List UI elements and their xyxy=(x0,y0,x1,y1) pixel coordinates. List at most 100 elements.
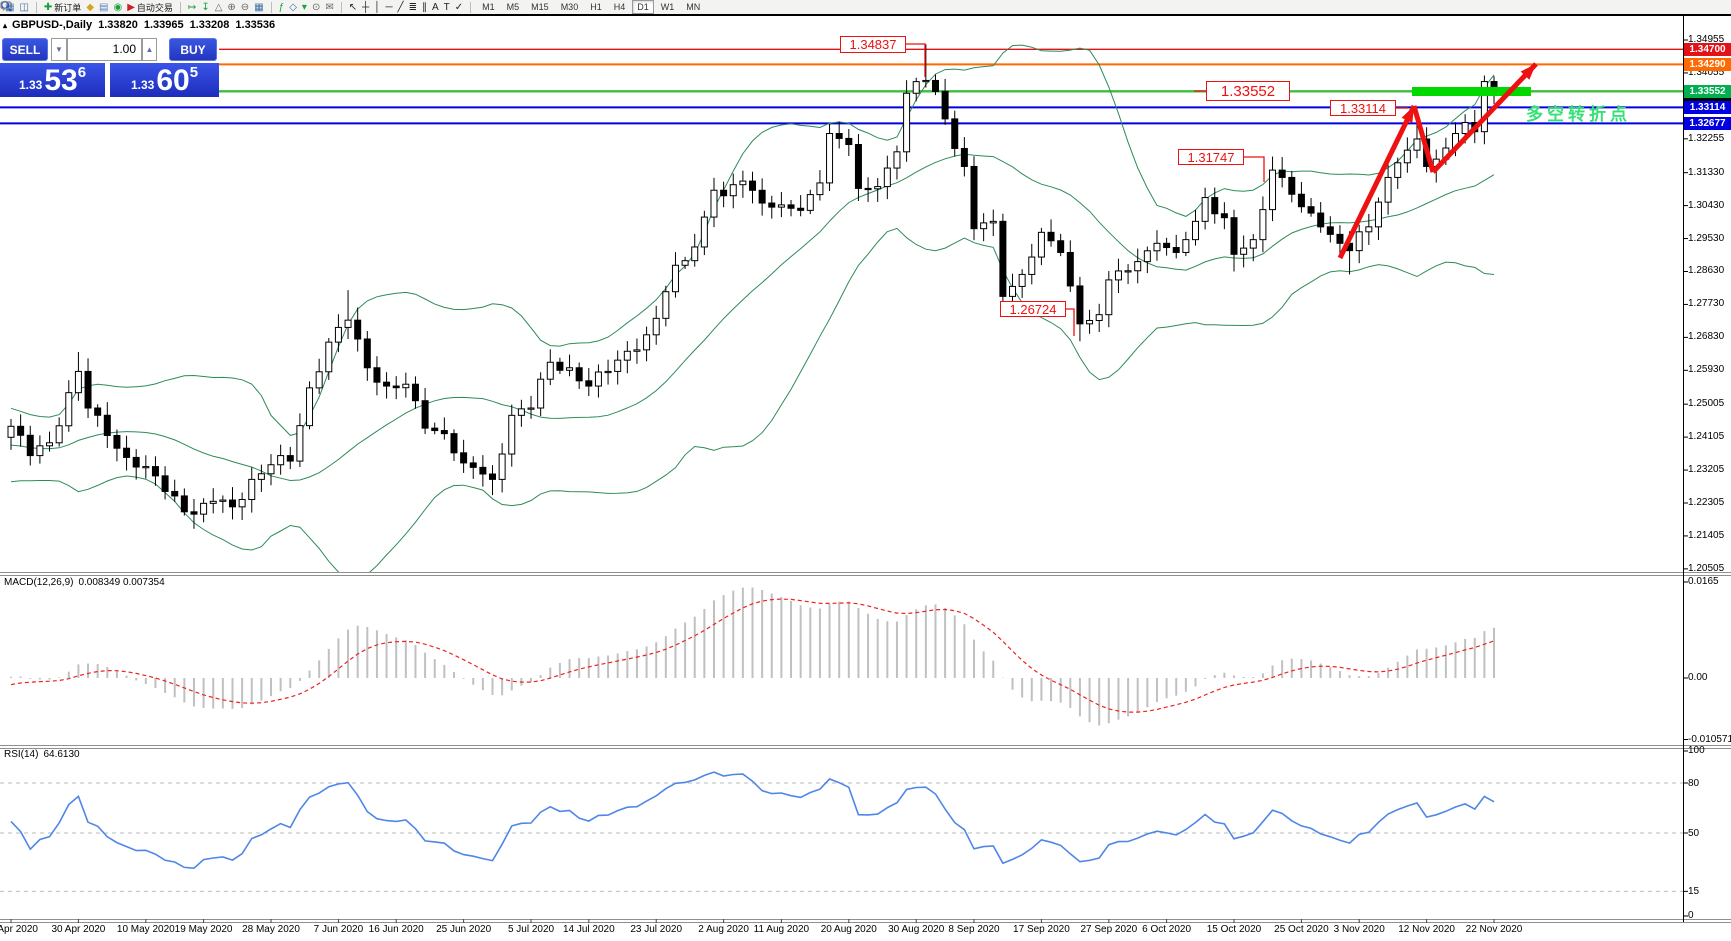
toolbar-separator xyxy=(35,1,37,13)
scale-fix-icon[interactable]: △ xyxy=(213,1,225,14)
text-label-icon[interactable]: T xyxy=(442,1,452,14)
history-center-icon[interactable]: ◆ xyxy=(84,1,96,14)
timeframe-mn[interactable]: MN xyxy=(686,2,701,12)
timeframe-w1[interactable]: W1 xyxy=(660,2,675,12)
horizontal-level-lines[interactable] xyxy=(0,48,1683,125)
timeframe-d1[interactable]: D1 xyxy=(632,0,654,14)
macd-label: MACD(12,26,9) xyxy=(4,577,74,588)
timeframe-m5[interactable]: M5 xyxy=(506,2,520,12)
mail-icon[interactable]: ✉ xyxy=(323,1,335,14)
trendline-icon[interactable]: ╱ xyxy=(396,1,406,14)
chat-icon[interactable] xyxy=(0,0,12,12)
rsi-pane-title: RSI(14) 64.6130 xyxy=(4,749,80,760)
candles-layer xyxy=(7,44,1498,529)
chart-preview-icon: ◫ xyxy=(19,1,29,13)
sell-price-button[interactable]: 1.33 53 6 xyxy=(0,63,105,97)
new-order-button: ✚ xyxy=(43,1,53,13)
bull-bear-turning-point-note[interactable]: 多空转折点 xyxy=(1526,105,1631,124)
fibonacci-icon[interactable]: ≣ xyxy=(407,1,419,14)
search-icon[interactable] xyxy=(0,0,1712,14)
template-icon[interactable]: ▾ xyxy=(300,1,309,14)
horizontal-line-icon[interactable]: ─ xyxy=(383,1,394,14)
volume-input[interactable]: 1.00 xyxy=(67,38,142,61)
sell-button[interactable]: SELL xyxy=(2,38,48,61)
sell-price-big: 53 xyxy=(44,64,78,97)
chart-shift-icon: ↦ xyxy=(187,1,197,13)
timeframe-m15[interactable]: M15 xyxy=(531,2,549,12)
market-watch-icon[interactable]: ▤ xyxy=(97,1,110,14)
autotrade-button[interactable]: ▶ 自动交易 xyxy=(125,1,175,14)
chart-preview-icon[interactable]: ◫ xyxy=(17,1,30,14)
shapes-icon[interactable]: ✓ xyxy=(453,1,465,14)
mail-icon: ✉ xyxy=(325,1,334,13)
sell-price-prefix: 1.33 xyxy=(18,78,43,92)
auto-scroll-icon[interactable]: ↧ xyxy=(199,1,211,14)
chart-shift-icon[interactable]: ↦ xyxy=(186,1,198,14)
cursor-icon[interactable]: ↖ xyxy=(347,1,359,14)
text-icon[interactable]: A xyxy=(430,1,441,14)
notifications-icon[interactable]: ◉ xyxy=(111,1,124,14)
zoom-out-icon: ⊖ xyxy=(240,1,250,13)
buy-button[interactable]: BUY xyxy=(169,38,217,61)
new-chart-icon[interactable]: ▦ xyxy=(3,1,16,14)
trendline-icon: ╱ xyxy=(397,1,404,13)
autotrade-button: ▶ xyxy=(127,1,135,13)
toolbar-separator xyxy=(179,1,181,13)
timeframe-m30[interactable]: M30 xyxy=(560,2,579,12)
tile-windows-icon: ▦ xyxy=(254,1,264,13)
buy-price-button[interactable]: 1.33 60 5 xyxy=(110,63,219,97)
cursor-icon: ↖ xyxy=(348,1,358,13)
zoom-in-icon[interactable]: ⊕ xyxy=(225,1,237,14)
auto-scroll-icon: ↧ xyxy=(201,1,210,13)
chart-objects-layer[interactable] xyxy=(906,43,1540,336)
rsi-value: 64.6130 xyxy=(43,749,80,760)
price-label-1-34837[interactable]: 1.34837 xyxy=(840,36,906,53)
crosshair-icon: ┼ xyxy=(362,1,370,13)
new-chart-icon: ▦ xyxy=(5,1,15,13)
volume-increase-stepper[interactable]: ▲ xyxy=(142,38,157,61)
tile-windows-icon[interactable]: ▦ xyxy=(252,1,265,14)
indicators-icon: ƒ xyxy=(278,1,285,13)
new-order-button[interactable]: ✚ 新订单 xyxy=(42,1,83,14)
crosshair-icon[interactable]: ┼ xyxy=(360,1,371,14)
vertical-line-icon[interactable]: │ xyxy=(372,1,382,14)
objects-icon[interactable]: ◇ xyxy=(287,1,299,14)
horizontal-line-icon: ─ xyxy=(385,1,393,13)
toolbar-separator xyxy=(470,1,472,13)
chart-frame xyxy=(0,16,1731,923)
chat-icon[interactable] xyxy=(0,1,1722,14)
new-order-button-label: 新订单 xyxy=(54,2,82,13)
bollinger-bands-layer xyxy=(10,44,1495,573)
timeframe-m1[interactable]: M1 xyxy=(482,2,495,12)
autotrade-button-label: 自动交易 xyxy=(136,2,173,13)
price-label-1-33552[interactable]: 1.33552 xyxy=(1206,81,1290,101)
volume-decrease-stepper[interactable]: ▼ xyxy=(51,38,67,61)
macd-pane-title: MACD(12,26,9) 0.008349 0.007354 xyxy=(4,577,165,588)
history-center-icon: ◆ xyxy=(86,1,95,13)
buy-price-big: 60 xyxy=(156,64,190,97)
price-label-1-26724[interactable]: 1.26724 xyxy=(1000,301,1066,317)
price-label-1-31747[interactable]: 1.31747 xyxy=(1178,149,1244,165)
timeframe-h1[interactable]: H1 xyxy=(590,2,602,12)
template-icon: ▾ xyxy=(301,1,307,13)
macd-values: 0.008349 0.007354 xyxy=(78,577,165,588)
text-label-icon: T xyxy=(443,1,450,13)
timeframe-toolbar: M1 M5 M15 M30 H1 H4 D1 W1 MN xyxy=(476,0,706,14)
vertical-line-icon: │ xyxy=(374,1,381,13)
clock-icon[interactable]: ⊙ xyxy=(310,1,322,14)
buy-price-prefix: 1.33 xyxy=(130,78,155,92)
toolbar-right-icons xyxy=(0,0,1728,14)
timeframe-h4[interactable]: H4 xyxy=(613,2,626,12)
ohlc-open: 1.33820 xyxy=(98,19,138,31)
channel-icon[interactable]: ∥ xyxy=(420,1,429,14)
indicators-icon[interactable]: ƒ xyxy=(277,1,287,14)
price-label-1-33114[interactable]: 1.33114 xyxy=(1330,100,1396,116)
notifications-icon: ◉ xyxy=(113,1,123,13)
rsi-label: RSI(14) xyxy=(4,749,39,760)
ohlc-low: 1.33208 xyxy=(189,19,230,31)
buy-price-pip: 5 xyxy=(189,64,199,81)
zoom-out-icon[interactable]: ⊖ xyxy=(239,1,251,14)
symbol-period-label: GBPUSD-,Daily xyxy=(12,19,93,31)
